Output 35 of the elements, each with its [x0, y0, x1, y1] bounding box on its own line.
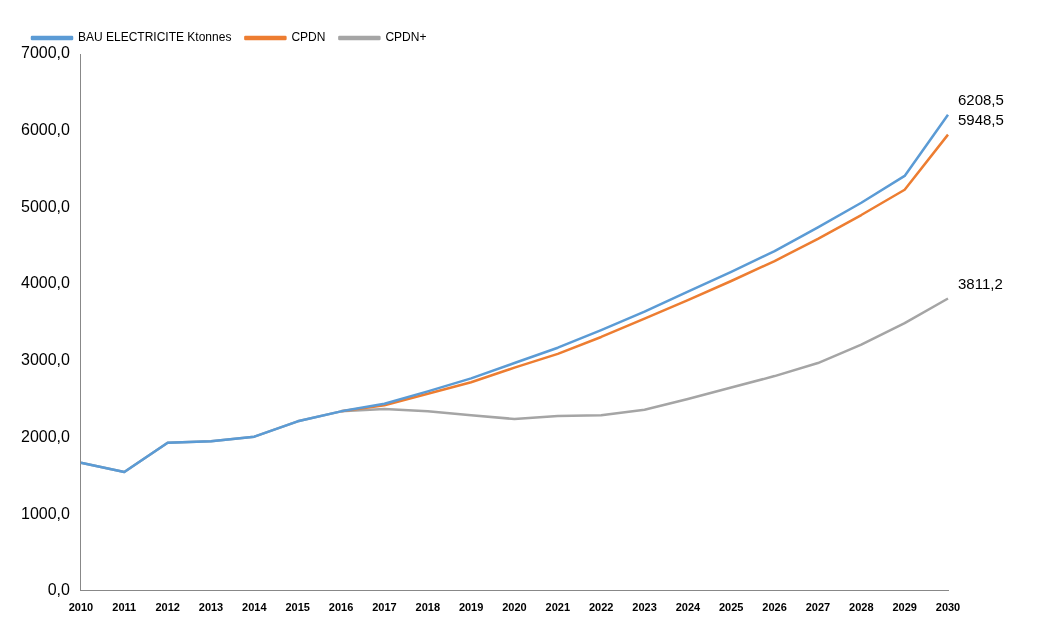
x-tick-label: 2027 — [805, 601, 831, 614]
x-tick-label: 2015 — [285, 601, 310, 614]
y-tick-label: 4000,0 — [21, 274, 71, 292]
x-tick-label: 2030 — [935, 601, 961, 614]
y-tick-label: 0,0 — [47, 581, 71, 599]
data-label: 6208,5 — [958, 90, 1004, 108]
y-tick-label: 7000,0 — [21, 44, 71, 62]
x-tick-label: 2025 — [718, 601, 744, 614]
y-tick-label: 2000,0 — [21, 427, 71, 445]
y-tick-label: 3000,0 — [21, 351, 71, 369]
x-tick-label: 2021 — [545, 601, 571, 614]
legend-label: CPDN+ — [385, 30, 427, 45]
y-tick-label: 1000,0 — [21, 504, 71, 522]
x-tick-label: 2018 — [415, 601, 440, 614]
data-label: 3811,2 — [958, 274, 1003, 292]
x-tick-label: 2026 — [762, 601, 787, 614]
x-tick-label: 2013 — [198, 601, 224, 614]
x-tick-label: 2011 — [112, 601, 137, 614]
x-tick-label: 2014 — [242, 601, 268, 614]
x-tick-label: 2022 — [588, 601, 614, 614]
x-tick-label: 2024 — [675, 601, 701, 614]
x-tick-label: 2017 — [372, 601, 397, 614]
x-tick-label: 2016 — [328, 601, 354, 614]
x-tick-label: 2020 — [502, 601, 527, 614]
legend-label: CPDN — [291, 30, 326, 45]
data-label: 5948,5 — [958, 110, 1004, 128]
y-tick-label: 6000,0 — [21, 121, 71, 139]
x-tick-label: 2023 — [632, 601, 657, 614]
x-tick-label: 2012 — [155, 601, 180, 614]
x-tick-label: 2028 — [849, 601, 874, 614]
x-tick-label: 2010 — [68, 601, 94, 614]
y-tick-label: 5000,0 — [21, 197, 71, 215]
x-tick-label: 2029 — [892, 601, 917, 614]
x-tick-label: 2019 — [458, 601, 484, 614]
legend-label: BAU ELECTRICITE Ktonnes — [78, 30, 232, 45]
